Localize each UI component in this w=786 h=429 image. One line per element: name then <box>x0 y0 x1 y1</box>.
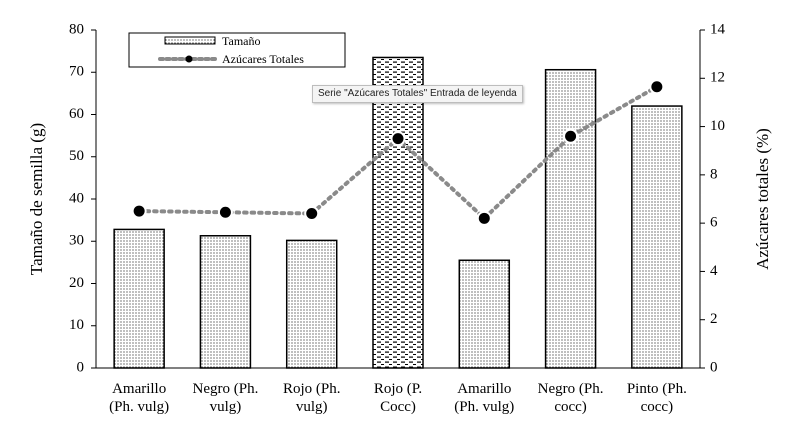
left-axis-ticks: 0 10 20 30 40 50 60 70 80 <box>69 21 96 375</box>
left-tick-label: 50 <box>69 148 84 164</box>
legend-swatch-tamano <box>164 36 216 45</box>
left-tick-label: 10 <box>69 317 84 333</box>
category-label-4: Rojo (P. Cocc) <box>374 381 422 415</box>
azucares-point-1[interactable] <box>131 203 147 219</box>
category-label-7: Pinto (Ph. cocc) <box>627 381 687 415</box>
left-tick-label: 30 <box>69 233 84 249</box>
right-axis-ticks: 0 2 4 6 8 10 12 14 <box>700 21 726 375</box>
bar-3[interactable] <box>285 239 338 369</box>
legend-label-azucares: Azúcares Totales <box>222 52 304 66</box>
category-label-2: Negro (Ph. vulg) <box>193 381 259 415</box>
bar-6[interactable] <box>544 68 597 369</box>
right-tick-label: 12 <box>710 70 725 86</box>
line-series-azucares[interactable] <box>131 79 665 226</box>
left-axis-title: Tamaño de semilla (g) <box>27 123 46 275</box>
legend-label-tamano: Tamaño <box>222 34 260 48</box>
legend-swatch-azucares-marker <box>185 55 193 63</box>
left-tick-label: 60 <box>69 106 84 122</box>
right-tick-label: 4 <box>710 263 718 279</box>
legend[interactable]: Tamaño Azúcares Totales <box>128 32 346 68</box>
category-label-6: Negro (Ph. cocc) <box>538 381 604 415</box>
bar-5[interactable] <box>458 259 511 369</box>
right-tick-label: 10 <box>710 118 725 134</box>
category-label-3: Rojo (Ph. vulg) <box>283 381 341 415</box>
bar-4[interactable] <box>372 56 424 369</box>
legend-entry-tooltip: Serie "Azúcares Totales" Entrada de leye… <box>312 85 523 103</box>
left-tick-label: 70 <box>69 64 84 80</box>
category-labels: Amarillo (Ph. vulg) Negro (Ph. vulg) Rojo (P… <box>109 381 687 415</box>
right-tick-label: 0 <box>710 359 718 375</box>
right-tick-label: 2 <box>710 311 718 327</box>
category-label-5: Amarillo (Ph. vulg) <box>454 381 514 415</box>
category-label-1: Amarillo (Ph. vulg) <box>109 381 169 415</box>
bar-2[interactable] <box>199 235 252 369</box>
bar-series-tamano[interactable] <box>113 56 683 369</box>
azucares-point-4[interactable] <box>390 131 406 147</box>
azucares-point-2[interactable] <box>217 204 233 220</box>
azucares-point-7[interactable] <box>649 79 665 95</box>
left-tick-label: 0 <box>77 359 85 375</box>
right-axis-title: Azúcares totales (%) <box>753 128 772 270</box>
right-tick-label: 6 <box>710 215 718 231</box>
left-tick-label: 40 <box>69 190 84 206</box>
bar-1[interactable] <box>113 228 165 369</box>
right-tick-label: 14 <box>710 21 726 37</box>
right-tick-label: 8 <box>710 166 718 182</box>
azucares-point-3[interactable] <box>304 205 320 221</box>
left-tick-label: 20 <box>69 275 84 291</box>
azucares-point-6[interactable] <box>563 128 579 144</box>
azucares-point-5[interactable] <box>476 210 492 226</box>
bar-7[interactable] <box>631 105 683 369</box>
left-tick-label: 80 <box>69 21 84 37</box>
